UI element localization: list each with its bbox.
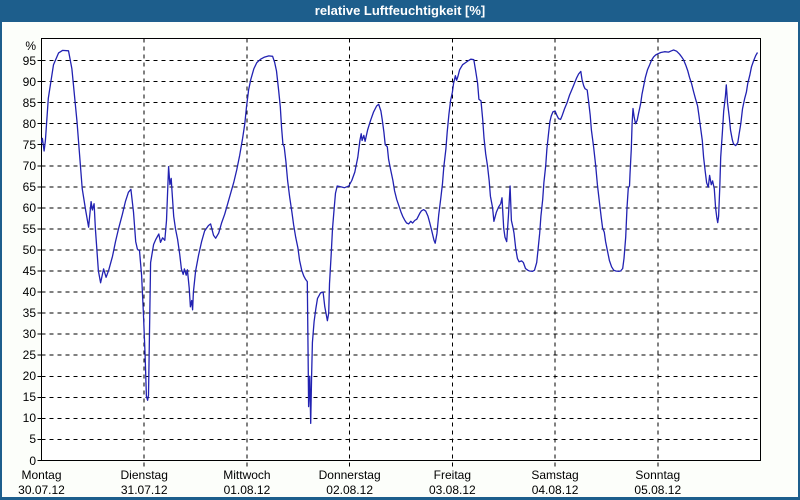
title-bar: relative Luftfeuchtigkeit [%]	[2, 0, 798, 22]
y-tick-label: 0	[29, 453, 36, 468]
x-tick-label: Samstag 04.08.12	[500, 468, 610, 497]
date-label: 02.08.12	[326, 483, 373, 497]
y-tick-label: 60	[22, 200, 36, 215]
day-name-label: Freitag	[433, 468, 472, 482]
y-tick-label: 35	[22, 306, 36, 321]
x-tick-label: Dienstag 31.07.12	[89, 468, 199, 497]
day-name-label: Dienstag	[120, 468, 168, 482]
humidity-series-line	[40, 49, 759, 425]
y-tick-label: 5	[29, 432, 36, 447]
y-tick-label: 45	[22, 264, 36, 279]
y-tick-label: 80	[22, 116, 36, 131]
day-name-label: Sonntag	[635, 468, 681, 482]
date-label: 04.08.12	[531, 483, 579, 497]
plot-frame	[41, 38, 761, 461]
day-name-label: Montag	[21, 468, 62, 482]
x-tick-label: Donnerstag 02.08.12	[295, 468, 405, 497]
y-tick-label: 30	[22, 327, 36, 342]
humidity-line-chart	[37, 38, 761, 467]
y-tick-label: 75	[22, 137, 36, 152]
y-tick-label: 90	[22, 74, 36, 89]
chart-panel: 0 5 10 15 20 25 30 35 40 45 50 55 60 65 70 75 80 85 90 95% …	[2, 22, 798, 497]
plot-background	[41, 38, 761, 461]
date-label: 01.08.12	[223, 483, 271, 497]
chart-title: relative Luftfeuchtigkeit [%]	[314, 3, 486, 18]
y-axis-unit-label: %	[25, 38, 36, 53]
y-tick-label: 85	[22, 95, 36, 110]
day-name-label: Samstag	[531, 468, 579, 482]
y-tick-label: 40	[22, 285, 36, 300]
date-label: 05.08.12	[634, 483, 682, 497]
y-tick-label: 20	[22, 369, 36, 384]
y-tick-label: 50	[22, 242, 36, 257]
date-label: 03.08.12	[428, 483, 476, 497]
x-tick-label: Freitag 03.08.12	[397, 468, 507, 497]
x-tick-label: Montag 30.07.12	[2, 468, 97, 497]
date-label: 31.07.12	[120, 483, 168, 497]
y-tick-label: 10	[22, 411, 36, 426]
y-tick-label: 15	[22, 390, 36, 405]
y-tick-label: 55	[22, 221, 36, 236]
x-tick-label: Sonntag 05.08.12	[603, 468, 713, 497]
day-name-label: Mittwoch	[223, 468, 271, 482]
y-tick-label: 70	[22, 158, 36, 173]
date-label: 30.07.12	[18, 483, 65, 497]
x-tick-label: Mittwoch 01.08.12	[192, 468, 302, 497]
y-tick-label: 25	[22, 348, 36, 363]
y-tick-label: 65	[22, 179, 36, 194]
day-name-label: Donnerstag	[318, 468, 381, 482]
y-tick-label: 95	[22, 53, 36, 68]
